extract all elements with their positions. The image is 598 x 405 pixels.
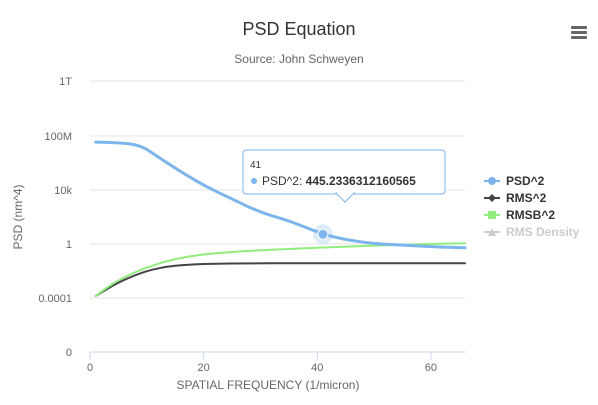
y-axis: 1T 100M 10k 1 0.0001 0 xyxy=(38,76,72,359)
legend-marker-square xyxy=(488,211,496,219)
tooltip-series-marker xyxy=(251,178,257,184)
legend: PSD^2 RMS^2 RMSB^2 RMS Density xyxy=(484,174,580,239)
y-tick-label: 100M xyxy=(44,131,72,143)
legend-item-rms-2[interactable]: RMS^2 xyxy=(484,191,547,205)
x-tick-label: 60 xyxy=(425,362,437,374)
series-group xyxy=(94,140,467,297)
x-tick-label: 0 xyxy=(87,362,93,374)
legend-marker-circle xyxy=(488,177,496,185)
menu-icon[interactable] xyxy=(568,22,590,44)
tooltip-series-name: PSD^2 xyxy=(262,174,299,188)
x-axis: 0 20 40 60 xyxy=(87,352,437,374)
y-axis-title: PSD (nm^4) xyxy=(11,185,25,250)
legend-label: RMSB^2 xyxy=(506,208,555,222)
legend-marker-diamond xyxy=(488,194,496,202)
y-tick-label: 1 xyxy=(66,239,72,251)
chart-subtitle: Source: John Schweyen xyxy=(234,52,363,66)
x-tick-label: 20 xyxy=(198,362,210,374)
legend-item-psd-2[interactable]: PSD^2 xyxy=(484,174,545,188)
tooltip: 41 PSD^2: 445.2336312160565 xyxy=(242,149,446,203)
legend-marker-triangle xyxy=(488,228,496,236)
svg-text:PSD^2: 445.2336312160565: PSD^2: 445.2336312160565 xyxy=(262,174,416,188)
y-tick-label: 0 xyxy=(66,347,72,359)
tooltip-x-value: 41 xyxy=(250,160,262,171)
x-axis-title: SPATIAL FREQUENCY (1/micron) xyxy=(177,378,360,392)
series-line-rms-2[interactable] xyxy=(94,262,466,297)
y-tick-label: 1T xyxy=(59,76,72,88)
legend-label: RMS Density xyxy=(506,225,580,239)
legend-label: PSD^2 xyxy=(506,174,545,188)
y-tick-label: 10k xyxy=(54,185,72,197)
legend-item-rms-density[interactable]: RMS Density xyxy=(484,225,580,239)
legend-label: RMS^2 xyxy=(506,191,547,205)
series-line-psd-2[interactable] xyxy=(94,140,467,250)
tooltip-value: 445.2336312160565 xyxy=(306,174,416,188)
x-tick-label: 40 xyxy=(311,362,323,374)
chart-title: PSD Equation xyxy=(242,19,355,39)
y-tick-label: 0.0001 xyxy=(38,293,72,305)
hover-point[interactable] xyxy=(317,228,329,240)
series-line-rmsb-2[interactable] xyxy=(94,242,466,297)
legend-item-rmsb-2[interactable]: RMSB^2 xyxy=(484,208,555,222)
